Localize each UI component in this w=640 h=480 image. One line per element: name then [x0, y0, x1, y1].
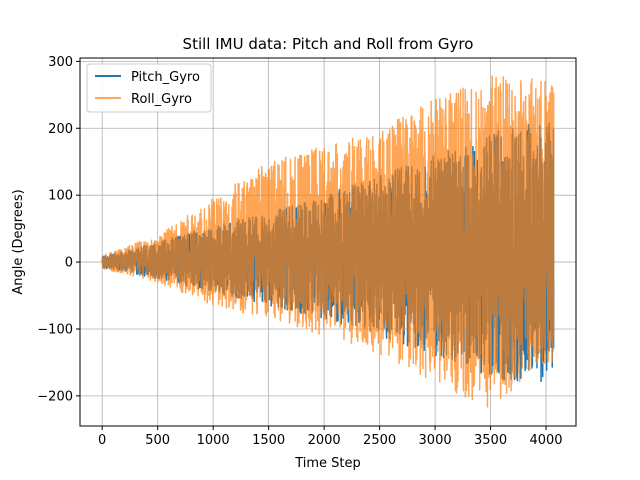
y-tick-label: 300 — [48, 55, 73, 70]
x-tick-label: 1000 — [197, 433, 230, 448]
x-tick-label: 2000 — [308, 433, 341, 448]
x-tick-label: 3500 — [474, 433, 507, 448]
x-axis-ticks: 0 500 1000 1500 2000 2500 3000 3500 4000 — [98, 426, 563, 448]
y-tick-label: −200 — [37, 389, 73, 404]
x-tick-label: 3000 — [419, 433, 452, 448]
x-tick-label: 4000 — [529, 433, 562, 448]
plot-series — [101, 75, 555, 408]
y-tick-label: 200 — [48, 122, 73, 137]
x-axis-label: Time Step — [294, 456, 361, 471]
y-tick-label: −100 — [37, 322, 73, 337]
x-tick-label: 1500 — [252, 433, 285, 448]
y-tick-label: 0 — [65, 256, 73, 271]
legend-label-pitch-gyro: Pitch_Gyro — [131, 70, 200, 85]
legend-label-roll-gyro: Roll_Gyro — [131, 92, 192, 107]
y-axis-ticks: −200 −100 0 100 200 300 — [37, 55, 80, 404]
y-axis-label: Angle (Degrees) — [11, 189, 26, 294]
plot-frame — [79, 57, 577, 427]
x-tick-label: 0 — [98, 433, 106, 448]
legend: Pitch_Gyro Roll_Gyro — [86, 63, 212, 113]
x-tick-label: 2500 — [363, 433, 396, 448]
series-line-roll-gyro — [101, 75, 555, 408]
x-tick-label: 500 — [145, 433, 170, 448]
chart-title: Still IMU data: Pitch and Roll from Gyro — [183, 35, 474, 53]
y-tick-label: 100 — [48, 189, 73, 204]
